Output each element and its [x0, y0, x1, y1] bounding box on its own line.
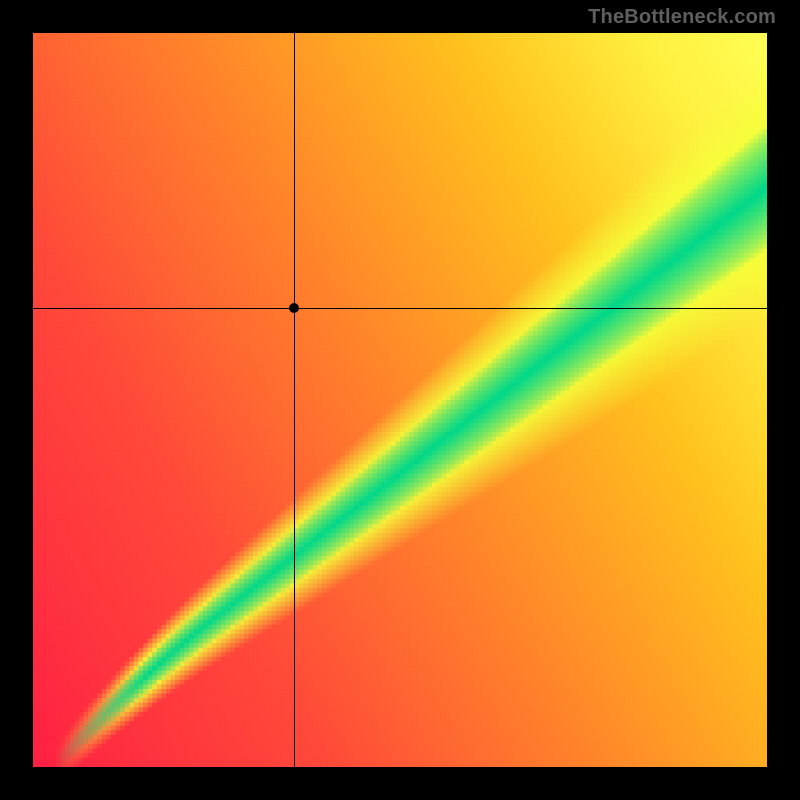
chart-container: TheBottleneck.com	[0, 0, 800, 800]
heatmap-plot	[33, 33, 767, 767]
heatmap-canvas	[33, 33, 767, 767]
watermark-text: TheBottleneck.com	[588, 6, 776, 29]
